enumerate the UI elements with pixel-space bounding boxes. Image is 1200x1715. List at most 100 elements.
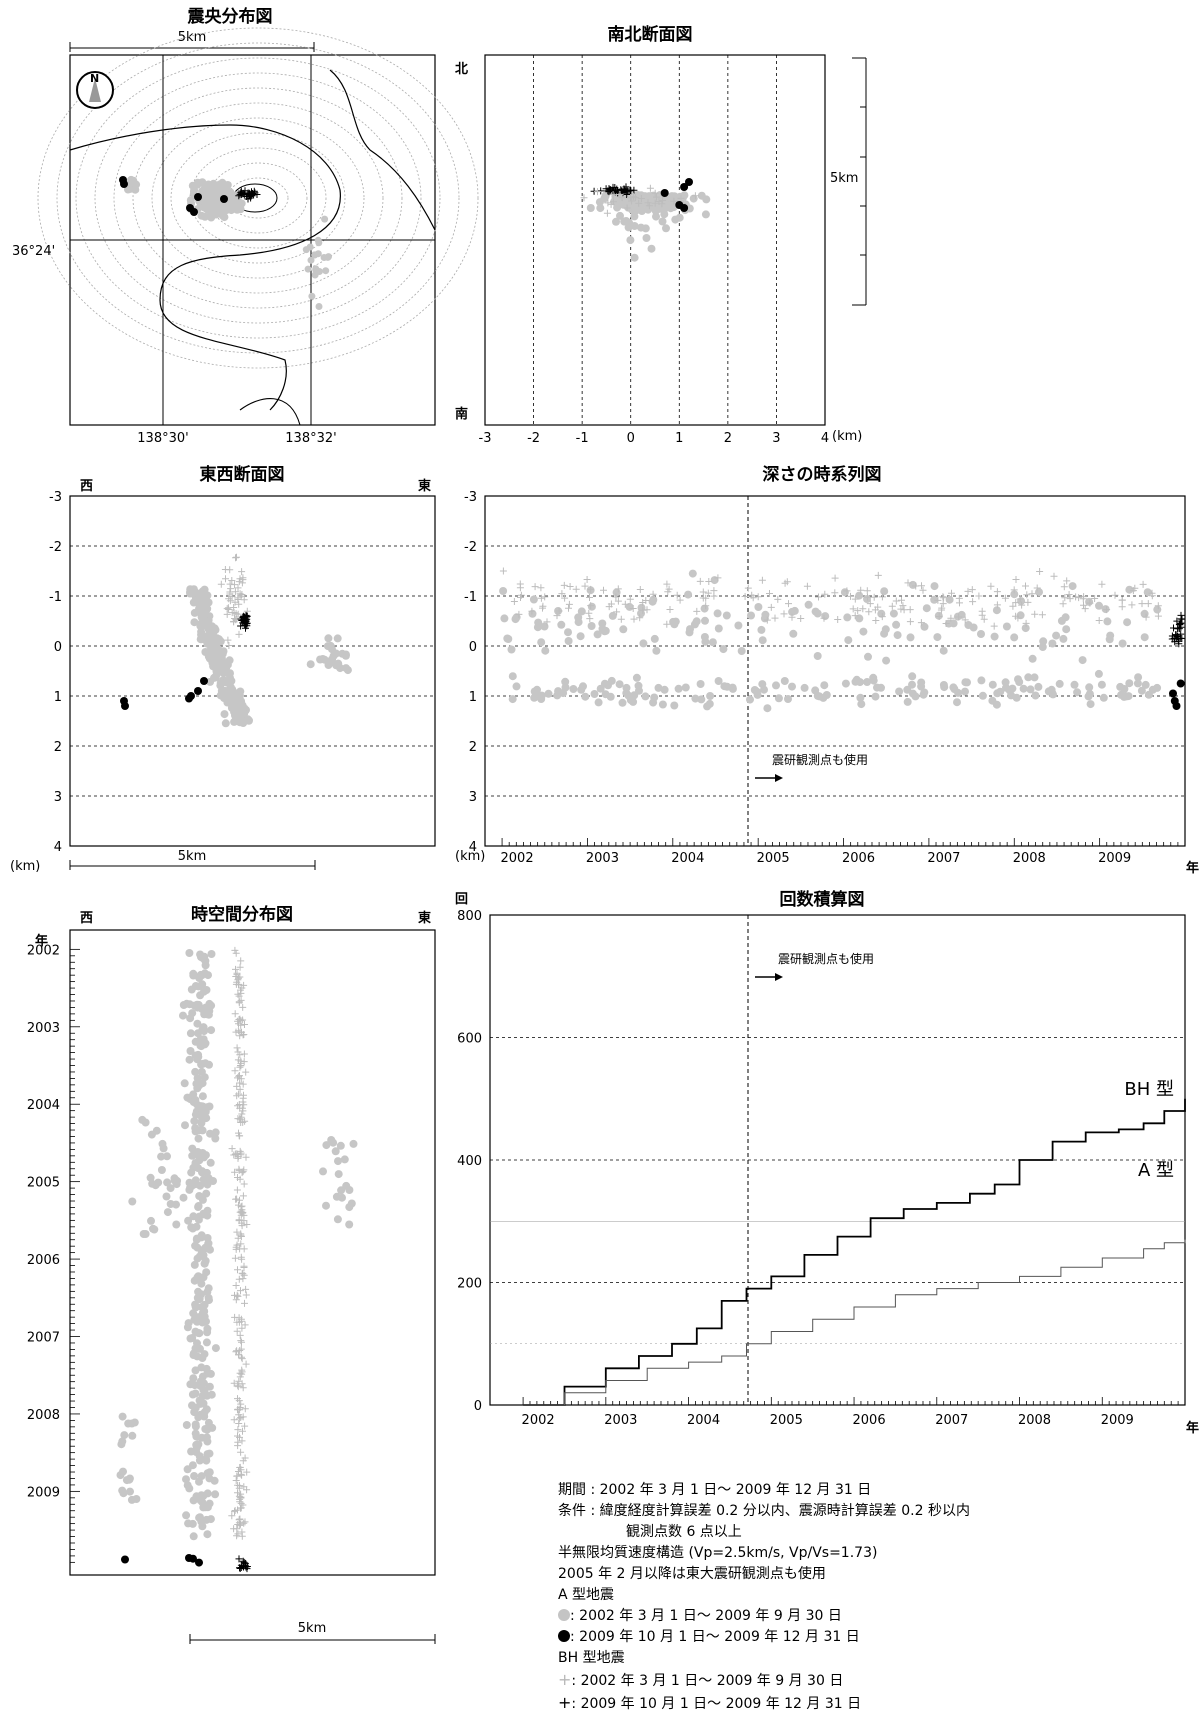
depth-time-bh-gray <box>1010 586 1018 594</box>
ns-bh-gray <box>644 199 652 207</box>
spacetime-a-gray <box>349 1139 358 1148</box>
depth-time-a-gray <box>1134 673 1143 682</box>
cumulative-x-tick-label: 2002 <box>522 1413 555 1428</box>
spacetime-bh-gray <box>237 1345 245 1353</box>
spacetime-bh-gray <box>241 1321 249 1329</box>
depth-time-bh-gray <box>1079 595 1087 603</box>
ew-bh-gray <box>226 597 234 605</box>
spacetime-bh-gray <box>234 1530 242 1538</box>
depth-time-a-gray <box>945 595 954 604</box>
depth-time-bh-gray <box>1072 593 1080 601</box>
depth-time-bh-gray <box>696 577 704 585</box>
depth-time-a-gray <box>813 691 822 700</box>
spacetime-a-gray <box>197 1363 206 1372</box>
depth-time-a-gray <box>1078 656 1087 665</box>
spacetime-a-gray <box>190 1180 199 1189</box>
ew-a-gray <box>201 648 210 656</box>
spacetime-a-gray <box>319 1167 327 1176</box>
ns-bh-gray <box>594 188 601 196</box>
spacetime-a-gray <box>150 1225 159 1234</box>
spacetime-scale-bar <box>189 1634 436 1644</box>
depth-time-a-gray <box>930 582 939 591</box>
depth-time-bh-gray <box>797 615 805 622</box>
depth-time-bh-gray <box>663 620 671 628</box>
ns-a-gray <box>668 196 677 205</box>
spacetime-bh-gray <box>239 1427 246 1435</box>
spacetime-bh-gray <box>243 1221 251 1228</box>
depth-time-a-gray <box>671 617 680 626</box>
depth-time-bh-gray <box>643 606 651 614</box>
depth-time-bh-gray <box>1033 584 1041 592</box>
ew-bh-gray <box>237 592 245 600</box>
depth-time-a-gray <box>990 632 999 641</box>
spacetime-a-gray <box>207 950 216 958</box>
ew-bh-gray <box>224 636 232 644</box>
ns-a-gray <box>630 222 639 230</box>
spacetime-a-gray <box>126 1487 134 1496</box>
spacetime-scale-label: 5km <box>298 1621 326 1636</box>
depth-time-a-gray <box>1010 590 1019 599</box>
depth-time-a-gray <box>930 595 939 604</box>
depth-time-a-gray <box>758 636 767 645</box>
spacetime-a-gray <box>188 1390 197 1399</box>
spacetime-bh-gray <box>238 1532 246 1540</box>
ew-a-gray <box>208 639 217 648</box>
epicenter-bh-black <box>236 190 244 198</box>
depth-time-a-gray <box>649 595 658 604</box>
spacetime-a-gray <box>194 1287 203 1296</box>
spacetime-a-gray <box>191 1110 200 1119</box>
ew-a-gray <box>202 619 211 628</box>
depth-time-a-gray <box>697 695 706 704</box>
ns-a-gray <box>662 224 670 233</box>
spacetime-bh-gray <box>236 1464 244 1471</box>
depth-time-a-gray <box>761 610 770 619</box>
spacetime-bh-gray <box>238 1338 245 1346</box>
depth-time-a-gray <box>903 697 912 706</box>
depth-time-bh-gray <box>642 597 650 604</box>
depth-time-a-gray <box>508 672 517 681</box>
epicenter-a-gray <box>125 185 134 193</box>
depth-time-bh-gray <box>749 594 757 602</box>
depth-time-a-gray <box>1073 688 1082 697</box>
depth-time-bh-gray <box>744 584 752 592</box>
depth-time-bh-gray <box>878 613 886 621</box>
ns-x-tick-label: 4 <box>821 431 829 446</box>
ew-a-gray <box>200 591 209 600</box>
epicenter-a-black <box>220 195 228 203</box>
depth-time-a-gray <box>649 698 658 707</box>
epicenter-a-black <box>194 193 202 201</box>
depth-time-a-gray <box>681 683 690 692</box>
depth-time-a-gray <box>708 638 717 647</box>
spacetime-a-gray <box>193 1317 202 1326</box>
depth-time-a-gray <box>969 623 978 632</box>
spacetime-bh-gray <box>235 1016 243 1023</box>
depth-time-panel: 深さの時系列図 -3 -2 -1 0 1 2 3 4 2002 2003 2004 2005 2006 2… <box>455 464 1199 876</box>
depth-time-bh-gray <box>754 593 762 601</box>
depth-time-a-gray <box>1118 639 1127 648</box>
ew-bh-gray <box>235 600 243 608</box>
spacetime-a-gray <box>188 1151 197 1160</box>
spacetime-a-gray <box>345 1186 354 1194</box>
ns-x-tick-label: -2 <box>527 431 540 446</box>
spacetime-bh-gray <box>237 1287 244 1295</box>
ew-bh-black <box>241 613 248 621</box>
depth-time-bh-gray <box>888 602 896 610</box>
contour-line <box>113 87 403 309</box>
depth-time-points <box>499 567 1186 713</box>
depth-time-a-gray <box>780 677 789 685</box>
depth-time-bh-gray <box>1023 591 1031 599</box>
depth-time-bh-gray <box>541 593 549 601</box>
depth-time-bh-gray <box>912 582 920 590</box>
depth-time-bh-gray <box>1142 613 1150 621</box>
spacetime-a-gray <box>206 1245 214 1254</box>
depth-time-a-gray <box>1099 693 1108 702</box>
depth-time-a-gray <box>650 634 659 643</box>
depth-time-bh-gray <box>870 593 878 601</box>
ns-north-label: 北 <box>455 62 468 77</box>
epicenter-a-gray <box>304 265 312 273</box>
spacetime-points <box>116 946 358 1573</box>
depth-time-bh-gray <box>585 609 593 617</box>
depth-time-bh-gray <box>834 616 842 623</box>
epicenter-a-gray <box>197 211 206 220</box>
depth-time-a-gray <box>654 683 663 692</box>
